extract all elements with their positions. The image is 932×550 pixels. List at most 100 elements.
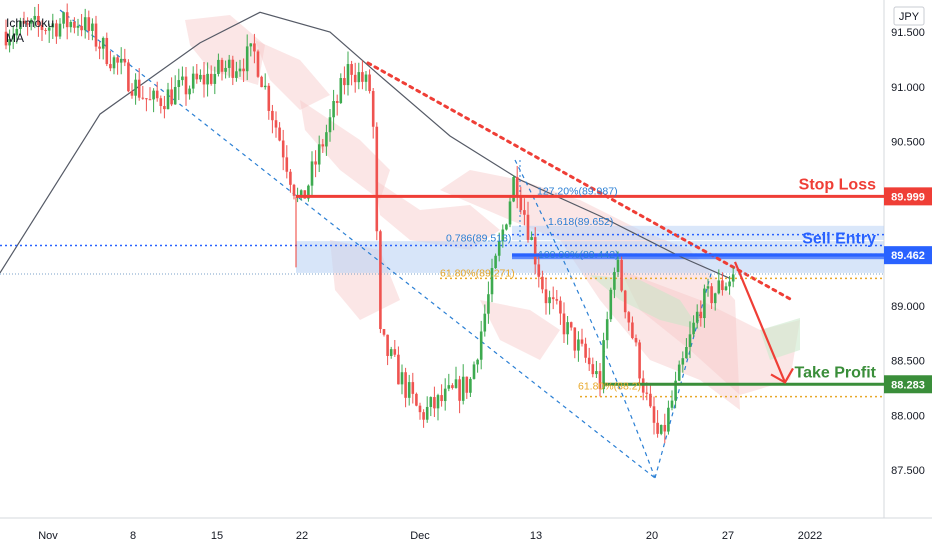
candle-body (505, 224, 508, 230)
candle-body (213, 73, 217, 84)
candle-body (573, 327, 577, 351)
candle-body (339, 78, 343, 103)
candle (681, 351, 685, 373)
candle (515, 166, 519, 209)
price-tag: 89.999 (891, 191, 925, 203)
candle (523, 198, 526, 226)
price-tag-bg (884, 375, 932, 394)
candle-body (425, 406, 429, 420)
candle-body (127, 62, 130, 92)
candle (674, 371, 677, 409)
candle (364, 70, 368, 91)
fib-labels: 127.20%(89.987) 1.618(89.652) 0.786(89.513… (440, 185, 641, 392)
fib-label: 100.00%(89.442) (538, 249, 619, 261)
candle-body (119, 58, 123, 63)
candle (505, 223, 508, 231)
candle-body (109, 64, 112, 69)
candle (663, 413, 667, 444)
cloud-region-4 (440, 170, 740, 410)
candle-body (249, 43, 253, 47)
indicator-label: MA (6, 31, 24, 45)
candle-body (497, 241, 501, 256)
candle (188, 85, 191, 100)
candle-body (591, 364, 595, 375)
fib-label: 0.786(89.513) (446, 232, 511, 244)
candle (685, 338, 688, 359)
candle (317, 135, 321, 173)
candle (29, 18, 33, 31)
candle-body (440, 395, 443, 402)
candle (83, 8, 87, 39)
y-tick: 89.000 (891, 301, 925, 313)
candle-body (461, 376, 465, 401)
candle (508, 196, 512, 228)
candle-body (245, 46, 249, 72)
candle (119, 47, 123, 75)
candle (26, 17, 29, 36)
candle (101, 36, 105, 60)
cloud-region-1 (255, 40, 330, 110)
candle (152, 88, 155, 113)
candle (530, 231, 533, 241)
candle-body (598, 371, 602, 390)
candle-body (253, 43, 256, 52)
candle-body (613, 271, 616, 290)
candle (58, 18, 62, 40)
candle (235, 61, 238, 82)
candle (411, 372, 415, 404)
candle (199, 69, 202, 82)
candle (465, 376, 469, 399)
candle-body (469, 378, 472, 393)
candle (703, 284, 706, 328)
candle-body (163, 106, 166, 110)
candle-body (181, 76, 184, 81)
candle-body (256, 51, 260, 77)
candle (40, 20, 44, 42)
candle-body (33, 15, 37, 20)
candle (400, 364, 404, 395)
candle (555, 290, 559, 305)
candle-body (609, 289, 613, 320)
candle-body (397, 354, 400, 385)
level-labels: Stop Loss Sell Entry Take Profit (795, 176, 877, 381)
candle (8, 29, 11, 53)
candle (206, 62, 209, 97)
cloud-region-green (590, 275, 700, 330)
candle (220, 57, 224, 81)
candle (353, 62, 357, 93)
candle (580, 328, 584, 347)
candle-body (627, 312, 631, 323)
candle (328, 108, 332, 142)
candle (440, 384, 443, 407)
candle-body (544, 289, 548, 304)
candle (332, 89, 335, 131)
candle (123, 48, 127, 67)
candle (375, 122, 379, 241)
candle (436, 393, 440, 421)
candle (483, 304, 487, 337)
candle-body (26, 23, 29, 25)
x-tick: 20 (646, 530, 658, 542)
currency-box (893, 6, 925, 26)
candle-body (44, 30, 47, 32)
candle-body (303, 190, 307, 199)
candle-body (353, 74, 357, 83)
candle (566, 316, 569, 345)
projection-arrow-line (733, 261, 787, 383)
candle-body (623, 290, 627, 313)
candle (425, 396, 429, 423)
candle-body (721, 280, 724, 291)
candle (292, 183, 296, 200)
candle-body (242, 68, 245, 72)
candle-body (91, 23, 94, 31)
candle (335, 94, 339, 116)
level-label: Take Profit (795, 364, 877, 381)
candle (350, 60, 353, 86)
moving-average-line (0, 11, 731, 279)
candle-body (515, 176, 519, 197)
candle (289, 168, 292, 193)
candle (177, 68, 181, 101)
projection-arrow-head (770, 367, 794, 384)
candle-body (458, 379, 461, 401)
